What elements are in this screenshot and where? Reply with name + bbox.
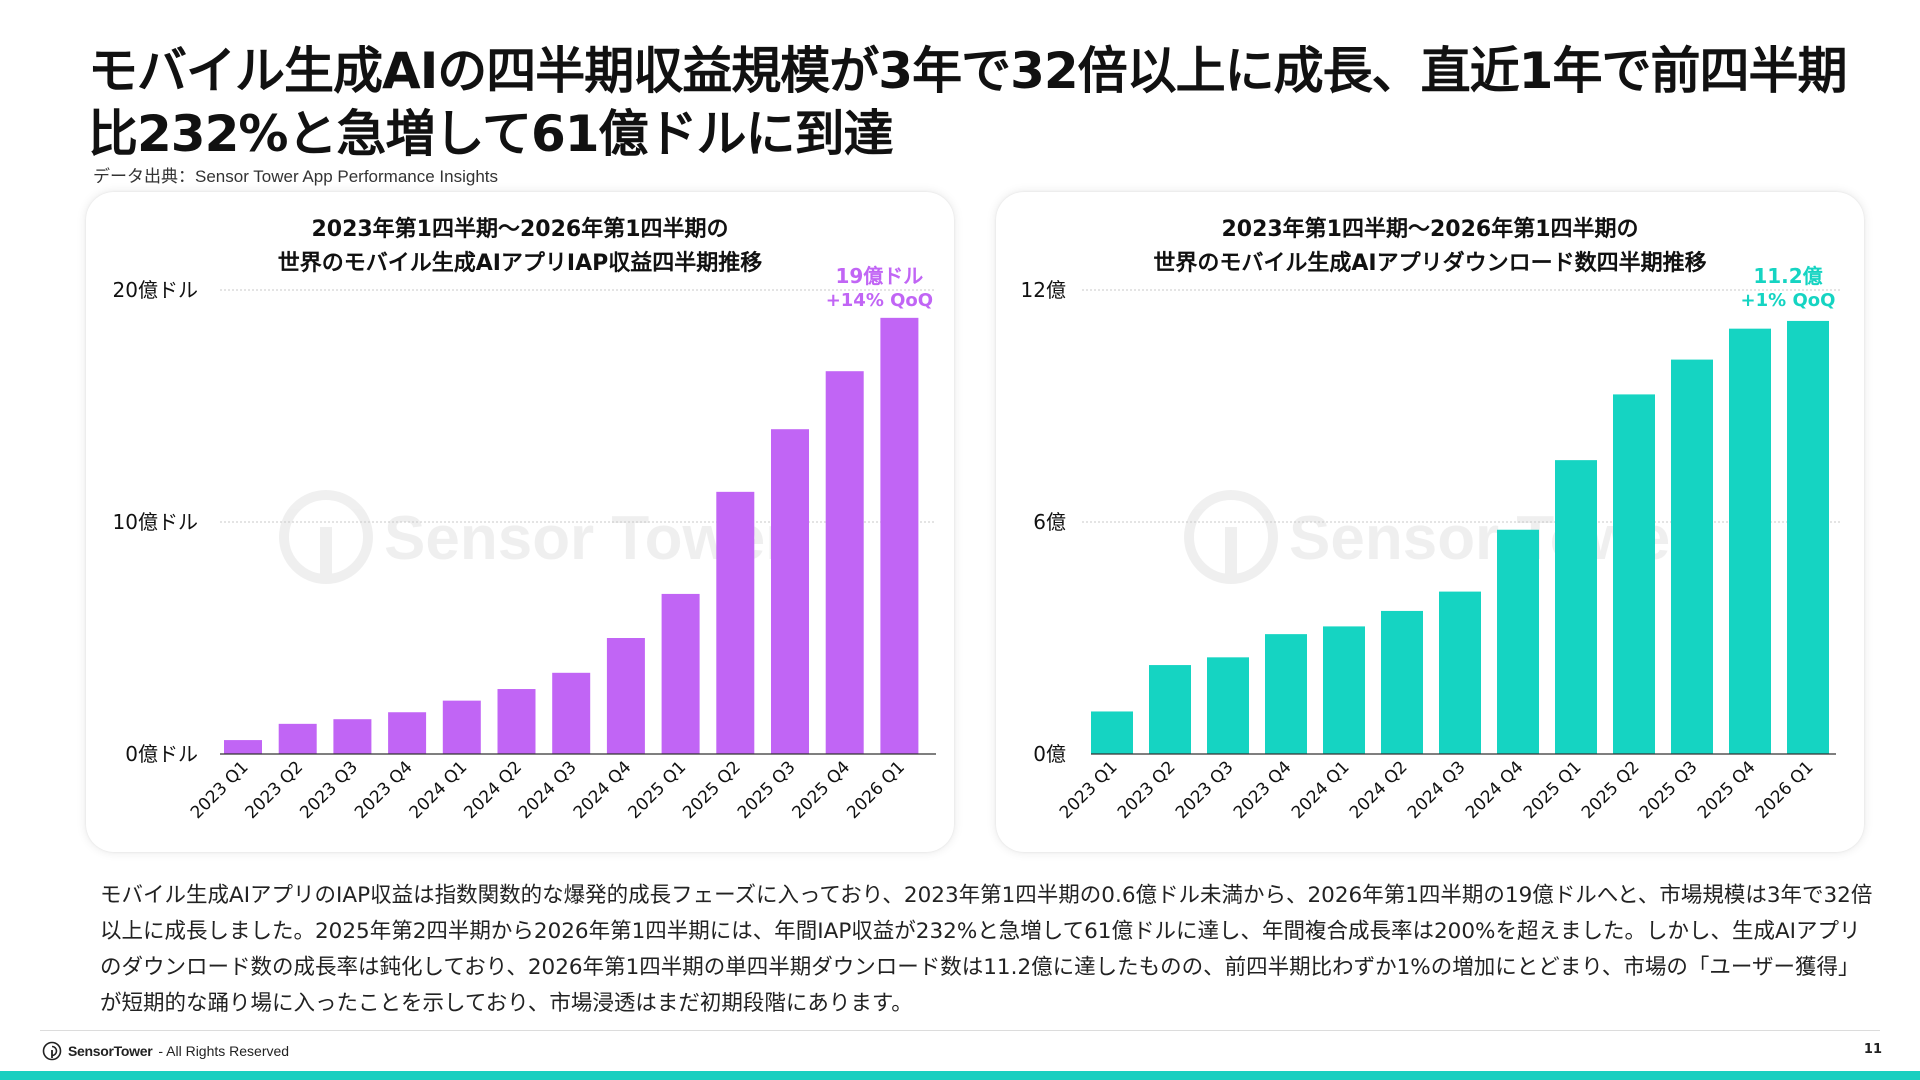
x-tick-label: 2024 Q4 <box>1462 757 1528 823</box>
bar-2024-q1 <box>442 700 481 754</box>
bar-2023-q1 <box>224 740 262 754</box>
revenue-chart-panel: Sensor Tower 2023年第1四半期～2026年第1四半期の世界のモバイ… <box>86 192 954 852</box>
bar-2024-q3 <box>1439 591 1481 754</box>
x-tick-label: 2025 Q1 <box>1520 757 1586 823</box>
bar-2023-q4 <box>388 712 427 754</box>
x-tick-label: 2024 Q3 <box>515 757 581 823</box>
y-tick-label: 0億 <box>1033 742 1066 766</box>
bar-2023-q2 <box>278 723 317 754</box>
footer: SensorTower - All Rights Reserved <box>42 1040 289 1062</box>
bar-2025-q2 <box>1613 394 1655 754</box>
x-tick-label: 2023 Q4 <box>1230 757 1296 823</box>
annotation-value: 11.2億 <box>1753 264 1822 288</box>
x-tick-label: 2025 Q4 <box>1694 757 1760 823</box>
bar-2024-q1 <box>1323 626 1365 754</box>
bar-2024-q4 <box>606 638 645 754</box>
x-tick-label: 2024 Q4 <box>570 757 636 823</box>
bar-2025-q3 <box>771 429 809 754</box>
x-tick-label: 2023 Q4 <box>351 757 417 823</box>
watermark: Sensor Tower <box>279 490 789 584</box>
watermark-logo-icon <box>279 490 373 584</box>
bar-2025-q3 <box>1671 359 1713 754</box>
bar-2024-q4 <box>1497 529 1539 754</box>
x-tick-label: 2024 Q3 <box>1404 757 1470 823</box>
y-tick-label: 20億ドル <box>113 278 198 302</box>
chart-title-line: 2023年第1四半期～2026年第1四半期の <box>1221 216 1638 242</box>
bar-2023-q2 <box>1149 665 1191 754</box>
x-tick-label: 2023 Q2 <box>242 757 308 823</box>
x-tick-label: 2023 Q1 <box>187 757 253 823</box>
x-tick-label: 2024 Q1 <box>1288 757 1354 823</box>
y-tick-label: 6億 <box>1033 510 1066 534</box>
x-tick-label: 2024 Q2 <box>1346 757 1412 823</box>
data-source: データ出典：Sensor Tower App Performance Insig… <box>93 167 499 186</box>
y-tick-label: 10億ドル <box>113 510 198 534</box>
footer-brand: SensorTower <box>68 1043 153 1059</box>
bar-2026-q1 <box>1787 320 1829 754</box>
x-tick-label: 2024 Q2 <box>460 757 526 823</box>
sensor-tower-logo-icon <box>42 1041 62 1061</box>
x-tick-label: 2025 Q4 <box>789 757 855 823</box>
downloads-chart: Sensor Tower2023年第1四半期～2026年第1四半期の世界のモバイ… <box>1021 216 1842 823</box>
annotation-growth: +14% QoQ <box>826 290 933 311</box>
x-tick-label: 2023 Q2 <box>1114 757 1180 823</box>
x-tick-label: 2025 Q2 <box>1578 757 1644 823</box>
footer-divider <box>40 1030 1880 1031</box>
page-title: モバイル生成AIの四半期収益規模が3年で32倍以上に成長、直近1年で前四半期比2… <box>88 42 1847 163</box>
bar-2024-q2 <box>497 689 536 754</box>
footer-rights: - All Rights Reserved <box>158 1043 290 1059</box>
footer-accent-bar <box>0 1071 1920 1080</box>
y-tick-label: 12億 <box>1021 278 1066 302</box>
x-tick-label: 2025 Q3 <box>734 757 800 823</box>
page-number: 11 <box>1863 1042 1882 1057</box>
y-tick-label: 0億ドル <box>125 742 198 766</box>
chart-title-line: 世界のモバイル生成AIアプリダウンロード数四半期推移 <box>1153 250 1706 276</box>
bar-2025-q2 <box>716 491 755 754</box>
bar-2023-q3 <box>1207 657 1249 754</box>
summary-paragraph: モバイル生成AIアプリのIAP収益は指数関数的な爆発的成長フェーズに入っており、… <box>100 883 1873 1016</box>
x-tick-label: 2026 Q1 <box>1752 757 1818 823</box>
revenue-chart: Sensor Tower 2023年第1四半期～2026年第1四半期の世界のモバイ… <box>113 216 936 823</box>
bar-2023-q1 <box>1091 711 1133 754</box>
x-tick-label: 2023 Q3 <box>1172 757 1238 823</box>
bar-2025-q1 <box>1555 460 1597 754</box>
x-tick-label: 2025 Q1 <box>624 757 690 823</box>
bar-2024-q3 <box>552 672 591 754</box>
x-tick-label: 2026 Q1 <box>843 757 909 823</box>
bar-2023-q3 <box>333 719 372 754</box>
chart-title-line: 世界のモバイル生成AIアプリIAP収益四半期推移 <box>278 250 763 276</box>
bar-2026-q1 <box>880 317 919 754</box>
chart-title-line: 2023年第1四半期～2026年第1四半期の <box>311 216 728 242</box>
bar-2025-q1 <box>661 593 700 754</box>
x-tick-label: 2025 Q3 <box>1636 757 1702 823</box>
bar-2023-q4 <box>1265 634 1307 754</box>
x-tick-label: 2025 Q2 <box>679 757 745 823</box>
bar-2024-q2 <box>1381 610 1423 754</box>
downloads-chart-panel: Sensor Tower 2023年第1四半期～2026年第1四半期の 世界のモバイ… <box>996 192 1864 852</box>
annotation-growth: +1% QoQ <box>1741 290 1836 311</box>
bar-2025-q4 <box>825 371 864 754</box>
x-tick-label: 2023 Q3 <box>296 757 362 823</box>
bar-2025-q4 <box>1729 328 1771 754</box>
x-tick-label: 2024 Q1 <box>406 757 472 823</box>
watermark-logo-icon <box>1184 490 1278 584</box>
x-tick-label: 2023 Q1 <box>1056 757 1122 823</box>
annotation-value: 19億ドル <box>835 264 923 288</box>
